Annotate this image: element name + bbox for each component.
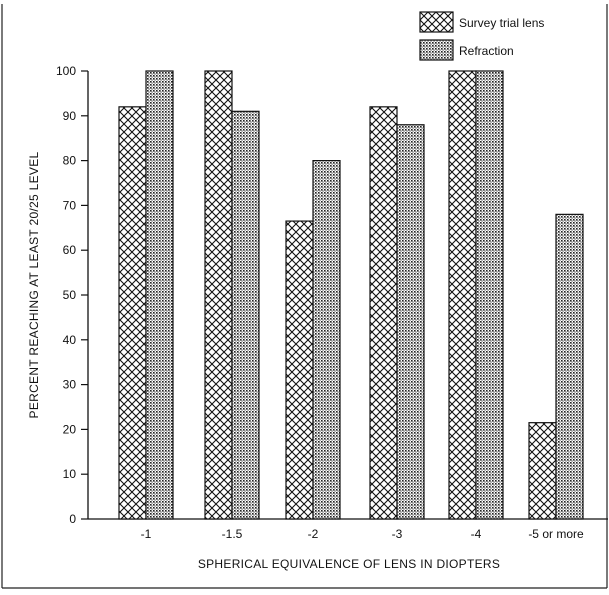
bar-refraction-1 xyxy=(232,111,259,519)
legend-swatch-1 xyxy=(420,40,453,60)
bar-refraction-2 xyxy=(313,161,340,519)
bar-refraction-0 xyxy=(146,71,173,519)
x-axis-label: SPHERICAL EQUIVALENCE OF LENS IN DIOPTER… xyxy=(198,557,500,571)
bar-survey-trial-lens-5 xyxy=(529,423,556,519)
y-axis-label: PERCENT REACHING AT LEAST 20/25 LEVEL xyxy=(27,151,41,418)
y-tick-label-40: 40 xyxy=(63,333,77,347)
x-tick-label-5: -5 or more xyxy=(528,527,584,541)
y-tick-label-20: 20 xyxy=(63,422,77,436)
y-tick-label-30: 30 xyxy=(63,378,77,392)
bar-refraction-4 xyxy=(476,71,503,519)
x-tick-label-4: -4 xyxy=(471,527,482,541)
y-tick-label-80: 80 xyxy=(63,154,77,168)
y-tick-label-50: 50 xyxy=(63,288,77,302)
bars xyxy=(119,71,583,519)
legend-swatch-0 xyxy=(420,12,453,32)
legend: Survey trial lens Refraction xyxy=(420,12,544,60)
bar-survey-trial-lens-3 xyxy=(370,107,397,519)
x-tick-label-3: -3 xyxy=(392,527,403,541)
bar-survey-trial-lens-1 xyxy=(205,71,232,519)
x-tick-label-2: -2 xyxy=(308,527,319,541)
x-tick-label-0: -1 xyxy=(141,527,152,541)
bar-survey-trial-lens-2 xyxy=(286,221,313,519)
legend-label-0: Survey trial lens xyxy=(459,16,544,30)
x-tick-label-1: -1.5 xyxy=(222,527,243,541)
bar-refraction-3 xyxy=(397,125,424,519)
bar-survey-trial-lens-0 xyxy=(119,107,146,519)
y-tick-label-100: 100 xyxy=(56,64,76,78)
y-tick-label-0: 0 xyxy=(69,512,76,526)
y-tick-label-10: 10 xyxy=(63,467,77,481)
y-tick-label-90: 90 xyxy=(63,109,77,123)
y-tick-label-60: 60 xyxy=(63,243,77,257)
y-tick-label-70: 70 xyxy=(63,198,77,212)
bar-refraction-5 xyxy=(556,214,583,519)
legend-label-1: Refraction xyxy=(459,44,514,58)
bar-survey-trial-lens-4 xyxy=(449,71,476,519)
